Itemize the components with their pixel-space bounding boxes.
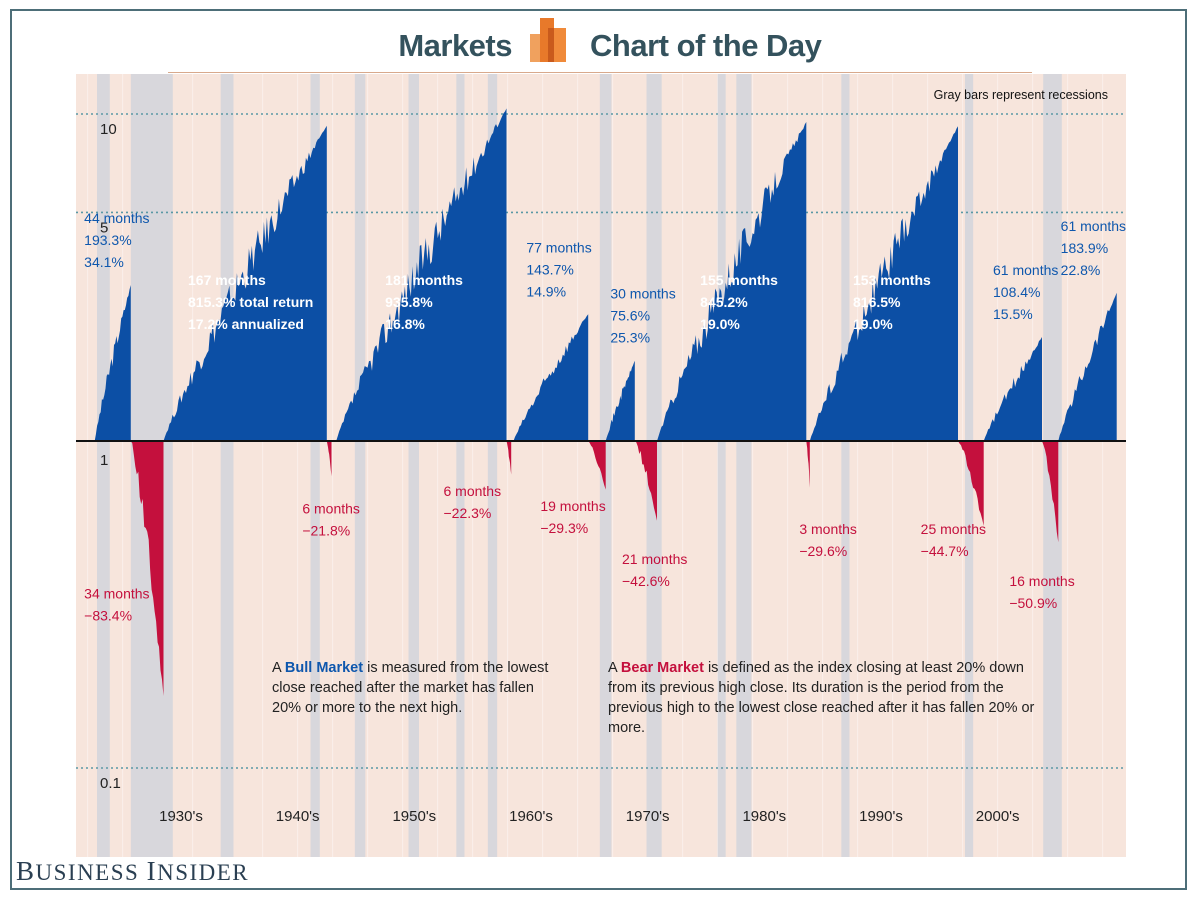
bull-market-label: 183.9% — [1061, 240, 1108, 256]
bear-market-label: −42.6% — [622, 573, 670, 589]
bear-market-area — [588, 441, 606, 490]
bear-market-label: −44.7% — [921, 543, 969, 559]
bear-market-label: 34 months — [84, 585, 149, 601]
recession-bar — [456, 74, 465, 857]
bull-market-label: 181 months — [385, 272, 463, 288]
bear-market-label: −50.9% — [1009, 595, 1057, 611]
bull-market-area — [336, 108, 507, 442]
header-chart-of-the-day: Chart of the Day — [590, 28, 822, 63]
bull-market-area — [94, 285, 131, 441]
bull-market-label: 155 months — [700, 272, 778, 288]
bull-market-area — [605, 360, 635, 441]
decade-label: 1950's — [392, 808, 436, 825]
bull-market-note: A Bull Market is measured from the lowes… — [272, 660, 549, 716]
recession-bar — [841, 74, 850, 857]
bear-market-label: −29.3% — [540, 520, 588, 536]
decade-label: 1930's — [159, 808, 203, 825]
bull-market-area — [983, 337, 1042, 441]
y-tick-label: 1 — [100, 452, 108, 469]
bull-market-label: 15.5% — [993, 306, 1033, 322]
bear-market-label: −21.8% — [302, 523, 350, 539]
bull-market-area — [657, 122, 807, 441]
bull-market-label: 77 months — [526, 239, 591, 255]
bear-market-term: Bear Market — [620, 660, 704, 676]
bull-market-area — [163, 125, 327, 442]
bull-market-label: 845.2% — [700, 294, 748, 310]
bar-chart-logo-icon — [530, 18, 566, 62]
bull-market-label: 17.2% annualized — [188, 316, 304, 332]
bull-market-label: 19.0% — [700, 316, 740, 332]
bear-market-label: 6 months — [444, 483, 502, 499]
bear-market-note: A Bear Market is defined as the index cl… — [608, 660, 1035, 736]
recession-bar — [736, 74, 752, 857]
bear-market-area — [806, 441, 810, 488]
recession-bar — [487, 74, 498, 857]
recession-bar — [310, 74, 320, 857]
bear-market-label: 6 months — [302, 501, 360, 517]
y-tick-label: 0.1 — [100, 775, 121, 792]
business-insider-logo: BUSINESS INSIDER — [16, 856, 250, 886]
bull-market-label: 30 months — [610, 286, 675, 302]
bull-market-label: 61 months — [993, 262, 1058, 278]
bull-market-label: 19.0% — [853, 316, 893, 332]
bear-market-area — [634, 441, 657, 521]
bull-market-label: 14.9% — [526, 283, 566, 299]
bear-market-area — [130, 441, 164, 696]
bear-market-area — [958, 441, 984, 526]
bull-market-label: 44 months — [84, 210, 149, 226]
decade-label: 1940's — [276, 808, 320, 825]
bear-market-area — [506, 441, 512, 475]
bear-market-label: 19 months — [540, 498, 605, 514]
bear-market-label: 3 months — [799, 521, 857, 537]
bull-market-label: 22.8% — [1061, 262, 1101, 278]
recession-bar — [717, 74, 726, 857]
bear-market-area — [326, 441, 332, 477]
bull-market-label: 34.1% — [84, 254, 124, 270]
decade-label: 1980's — [742, 808, 786, 825]
bull-market-label: 935.8% — [385, 294, 433, 310]
bear-market-label: −83.4% — [84, 607, 132, 623]
bull-market-label: 153 months — [853, 272, 931, 288]
bull-market-area — [1058, 292, 1117, 441]
bull-market-label: 25.3% — [610, 330, 650, 346]
header-rule — [168, 72, 1032, 73]
bull-market-label: 61 months — [1061, 218, 1126, 234]
bull-market-term: Bull Market — [284, 660, 364, 676]
chart-header: Markets Chart of the Day — [0, 18, 1200, 68]
decade-label: 1960's — [509, 808, 553, 825]
bear-market-area — [1042, 441, 1059, 543]
header-markets: Markets — [398, 28, 512, 63]
decade-label: 2000's — [976, 808, 1020, 825]
decade-label: 1990's — [859, 808, 903, 825]
chart-frame — [10, 9, 1187, 890]
bull-market-label: 815.3% total return — [188, 294, 313, 310]
recession-bar — [220, 74, 234, 857]
recession-note: Gray bars represent recessions — [933, 88, 1108, 102]
bear-market-label: −29.6% — [799, 543, 847, 559]
bull-market-area — [809, 126, 958, 442]
bull-market-label: 167 months — [188, 272, 266, 288]
recession-bar — [408, 74, 419, 857]
bull-market-label: 816.5% — [853, 294, 901, 310]
recession-bar — [354, 74, 366, 857]
bull-market-label: 143.7% — [526, 261, 573, 277]
y-tick-label: 10 — [100, 121, 117, 138]
bull-market-label: 108.4% — [993, 284, 1040, 300]
bull-market-area — [513, 314, 589, 441]
bear-market-label: 25 months — [921, 521, 986, 537]
bull-market-label: 75.6% — [610, 308, 650, 324]
decade-label: 1970's — [626, 808, 670, 825]
bull-market-label: 193.3% — [84, 232, 131, 248]
y-tick-label: 5 — [100, 219, 108, 236]
bear-market-label: −22.3% — [444, 505, 492, 521]
bear-market-label: 16 months — [1009, 573, 1074, 589]
bull-market-label: 16.8% — [385, 316, 425, 332]
recession-bar — [97, 74, 110, 857]
bear-market-label: 21 months — [622, 551, 687, 567]
